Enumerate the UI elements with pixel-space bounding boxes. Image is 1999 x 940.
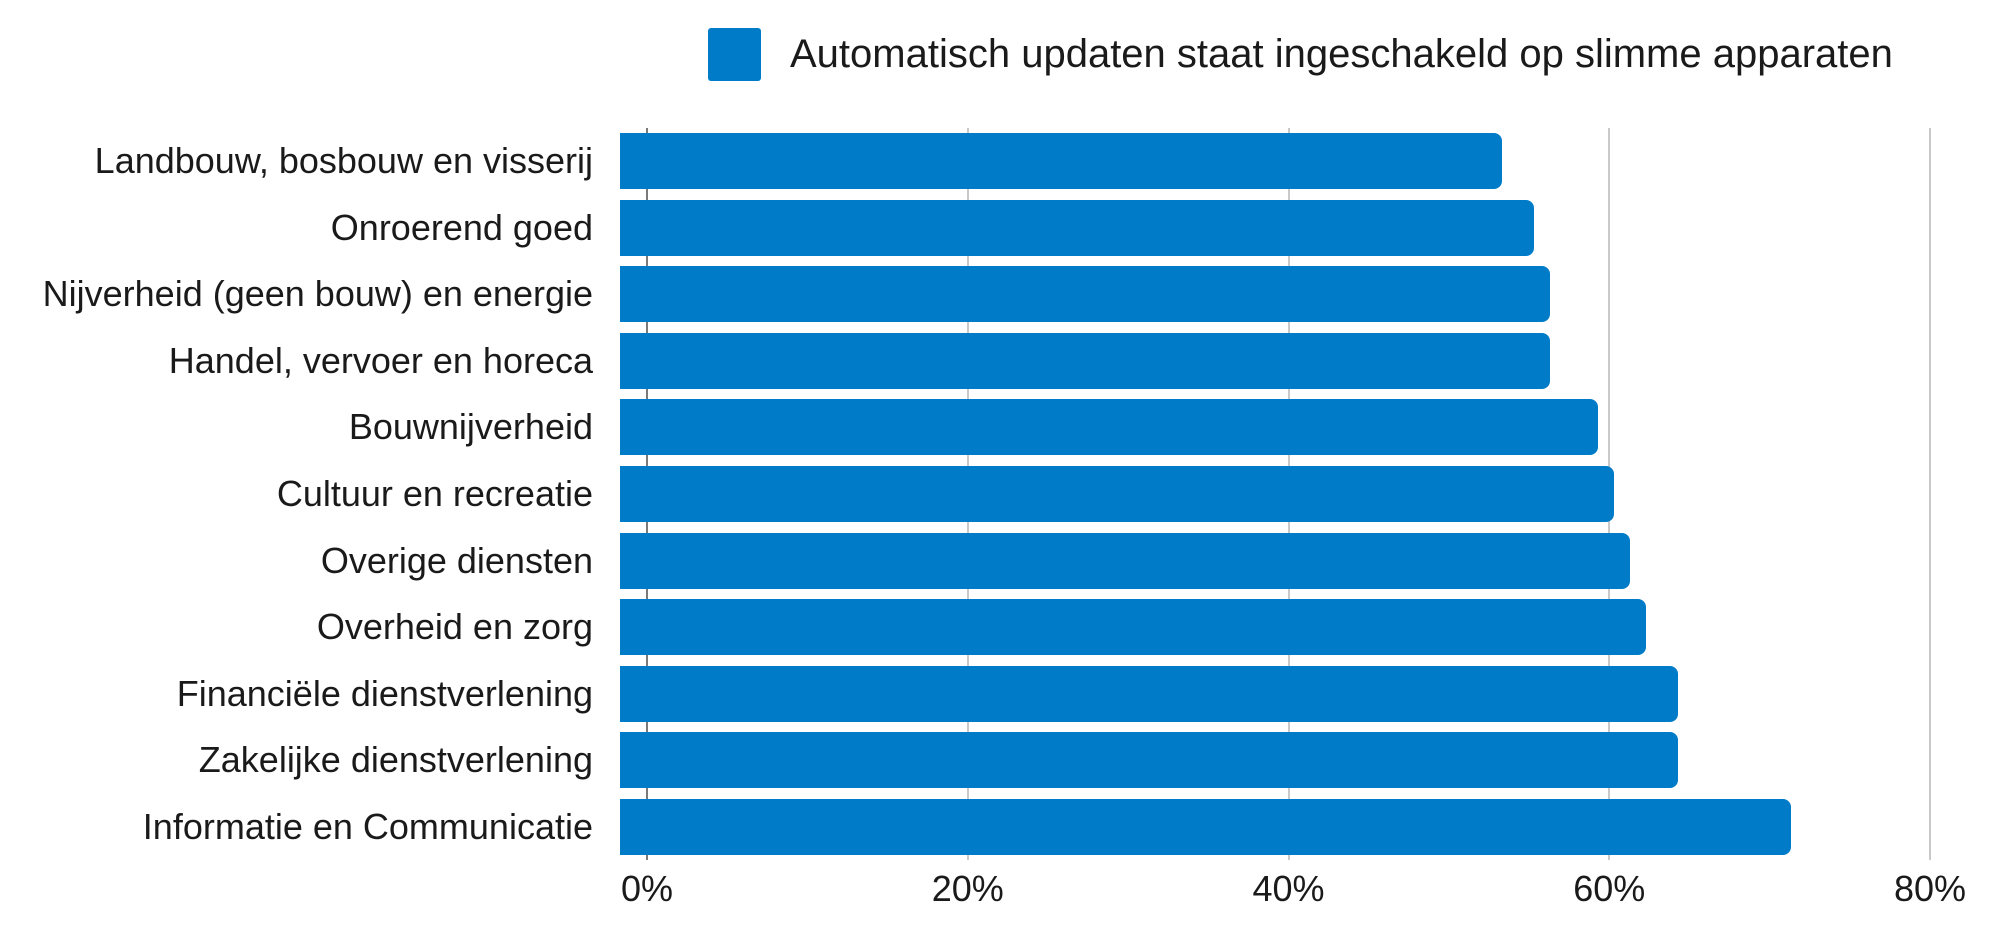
bar (620, 133, 1503, 190)
category-label: Onroerend goed (330, 206, 593, 248)
bar-track (620, 594, 1903, 661)
bar-row: Overige diensten (0, 527, 1930, 594)
category-label: Nijverheid (geen bouw) en energie (42, 273, 593, 315)
bar (620, 532, 1631, 589)
bar (620, 732, 1679, 789)
gridline (1929, 128, 1931, 860)
x-tick-label: 20% (931, 868, 1004, 909)
bar-row: Bouwnijverheid (0, 394, 1930, 461)
category-label: Handel, vervoer en horeca (168, 339, 593, 381)
bar-row: Nijverheid (geen bouw) en energie (0, 261, 1930, 328)
bar-track (620, 461, 1903, 528)
x-tick-label: 40% (1252, 868, 1325, 909)
bar-track (620, 394, 1903, 461)
category-label: Overheid en zorg (316, 606, 593, 648)
bar-track (620, 727, 1903, 794)
x-tick-label: 80% (1893, 868, 1967, 909)
x-tick-label: 0% (620, 868, 674, 909)
bar (620, 665, 1679, 722)
x-tick-label: 60% (1573, 868, 1646, 909)
bar (620, 599, 1647, 656)
category-label: Bouwnijverheid (348, 406, 593, 448)
bar-track (620, 128, 1903, 195)
plot-area: Landbouw, bosbouw en visserij Onroerend g… (0, 128, 1931, 860)
category-label: Cultuur en recreatie (276, 473, 593, 514)
bar-row: Cultuur en recreatie (0, 461, 1930, 528)
bar-row: Landbouw, bosbouw en visserij (0, 128, 1930, 195)
bar (620, 399, 1599, 456)
bar-track (620, 660, 1903, 727)
bar-row: Handel, vervoer en horeca (0, 328, 1930, 395)
bar-row: Zakelijke dienstverlening (0, 727, 1930, 794)
bar-row: Financiële dienstverlening (0, 660, 1930, 727)
bar-track (620, 328, 1903, 395)
category-label: Financiële dienstverlening (176, 672, 593, 714)
legend-label: Automatisch updaten staat ingeschakeld o… (790, 32, 1893, 76)
category-label: Overige diensten (320, 539, 593, 581)
bar-track (620, 793, 1903, 860)
bar-row: Informatie en Communicatie (0, 793, 1930, 860)
bar (620, 466, 1615, 522)
bar-track (620, 195, 1903, 262)
bar-rows: Landbouw, bosbouw en visserij Onroerend g… (0, 128, 1930, 860)
bar (620, 266, 1551, 323)
bar-row: Onroerend goed (0, 195, 1930, 262)
category-label: Zakelijke dienstverlening (198, 739, 593, 781)
chart-legend: Automatisch updaten staat ingeschakeld o… (708, 28, 1893, 81)
x-axis: 0% 20% 40% 60% 80% (621, 868, 1966, 918)
bar-track (620, 527, 1903, 594)
bar (620, 798, 1791, 855)
legend-swatch-icon (708, 28, 761, 81)
bar-row: Overheid en zorg (0, 594, 1930, 661)
category-label: Landbouw, bosbouw en visserij (94, 140, 593, 182)
bar (620, 332, 1551, 389)
category-label: Informatie en Communicatie (142, 805, 593, 847)
bar (620, 199, 1535, 256)
bar-track (620, 261, 1903, 328)
